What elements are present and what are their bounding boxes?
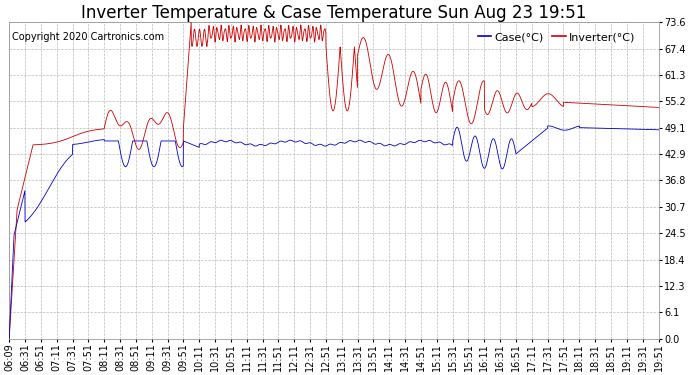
Text: Copyright 2020 Cartronics.com: Copyright 2020 Cartronics.com <box>12 32 164 42</box>
Legend: Case(°C), Inverter(°C): Case(°C), Inverter(°C) <box>473 28 640 47</box>
Title: Inverter Temperature & Case Temperature Sun Aug 23 19:51: Inverter Temperature & Case Temperature … <box>81 4 586 22</box>
